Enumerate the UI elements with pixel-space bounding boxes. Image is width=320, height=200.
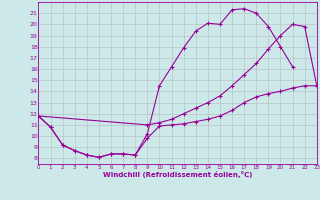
X-axis label: Windchill (Refroidissement éolien,°C): Windchill (Refroidissement éolien,°C) [103,171,252,178]
